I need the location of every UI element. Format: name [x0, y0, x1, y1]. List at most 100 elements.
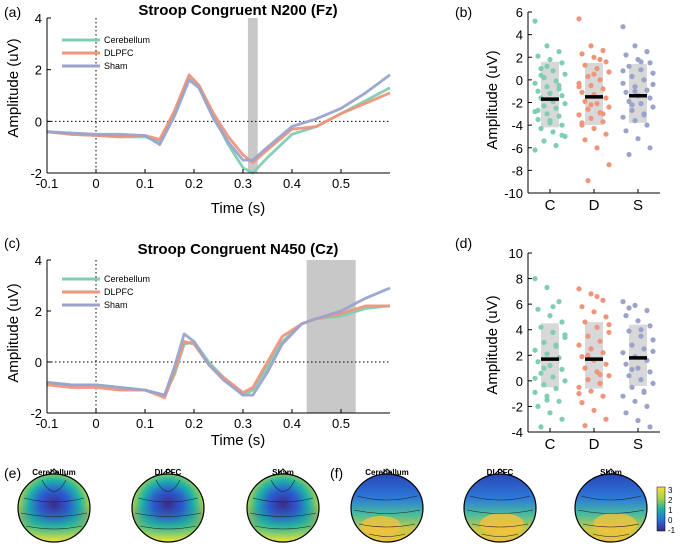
panel-e-topomaps-n200: (e) Cerebellum DLPFC Sham: [4, 465, 320, 543]
data-point-c: [541, 339, 547, 346]
data-point-s: [629, 342, 635, 348]
iqr-box-c: [541, 323, 559, 388]
data-point-s: [629, 73, 635, 80]
data-point-c: [532, 375, 538, 381]
category-label-d: D: [589, 436, 600, 453]
data-point-d: [594, 324, 600, 330]
data-point-s: [644, 403, 650, 409]
data-point-s: [623, 89, 629, 95]
data-point-c: [544, 43, 550, 49]
data-point-d: [582, 365, 588, 371]
data-point-c: [538, 324, 544, 330]
category-label-s: S: [633, 436, 643, 453]
data-point-s: [650, 81, 656, 87]
data-point-d: [576, 84, 582, 90]
y-tick-label: 8: [516, 272, 523, 287]
data-point-c: [550, 374, 556, 380]
data-point-d: [606, 104, 612, 110]
data-point-d: [603, 416, 609, 422]
data-point-d: [600, 111, 606, 117]
data-point-s: [644, 49, 650, 55]
data-point-c: [544, 111, 550, 117]
data-point-c: [562, 101, 568, 107]
data-point-c: [559, 122, 565, 128]
data-point-c: [550, 129, 556, 135]
x-axis-label-c: Time (s): [211, 432, 265, 449]
y-axis-label-d: Amplitude (uV): [484, 295, 501, 394]
panel-f-topomaps-n450: (f) Cerebellum DLPFC Sham 3: [330, 465, 676, 543]
topomap-label: DLPFC: [155, 468, 182, 477]
data-point-c: [535, 306, 541, 312]
data-point-s: [629, 102, 635, 108]
data-point-s: [629, 384, 635, 390]
data-point-d: [594, 293, 600, 300]
iqr-box-s: [629, 324, 647, 386]
data-point-s: [638, 101, 644, 107]
x-tick-label: 0: [92, 416, 99, 431]
data-point-d: [594, 145, 600, 151]
data-point-d: [591, 71, 597, 77]
y-tick-label: 4: [35, 253, 42, 268]
panel-b-n200-scatter: (b) -10 -8 -6 -4 -2 0 2 4 6 C D S Amplitude (uV): [455, 4, 660, 214]
data-point-s: [635, 365, 641, 371]
data-point-c: [559, 60, 565, 66]
data-point-d: [597, 56, 603, 63]
colorbar-tick: 2: [668, 496, 673, 505]
series-line-sham: [46, 73, 391, 162]
data-point-s: [650, 104, 656, 110]
data-point-c: [541, 382, 547, 388]
topomap-f-cerebellum: Cerebellum: [350, 468, 424, 543]
topomap-label: Cerebellum: [32, 468, 76, 477]
data-point-d: [585, 106, 591, 112]
y-tick-label: -6: [511, 141, 523, 156]
data-point-c: [547, 118, 553, 124]
data-point-c: [547, 410, 553, 416]
data-point-c: [544, 397, 550, 403]
data-point-d: [582, 98, 588, 104]
data-point-d: [591, 407, 597, 413]
data-point-s: [626, 305, 632, 311]
data-point-d: [582, 423, 588, 429]
panel-label-c: (c): [4, 235, 20, 251]
category-label-c: C: [545, 197, 556, 214]
data-point-d: [591, 309, 597, 315]
data-point-s: [644, 87, 650, 93]
y-tick-label: -2: [30, 406, 42, 421]
y-tick-label: -4: [511, 118, 523, 133]
data-point-d: [579, 120, 585, 126]
data-point-s: [623, 410, 629, 416]
data-point-d: [585, 352, 591, 358]
data-point-d: [606, 69, 612, 75]
y-tick-label: 2: [35, 63, 42, 78]
topomap-label: Cerebellum: [365, 468, 409, 477]
data-point-d: [579, 89, 585, 95]
legend-label-dlpfc: DLPFC: [104, 48, 134, 58]
data-point-s: [626, 63, 632, 69]
series-line-dlpfc: [46, 73, 391, 165]
y-axis-label-a: Amplitude (uV): [5, 38, 22, 137]
data-point-s: [632, 43, 638, 49]
data-point-d: [606, 162, 612, 168]
panel-label-e: (e): [4, 465, 21, 481]
y-tick-label: -2: [511, 399, 523, 414]
data-point-c: [535, 53, 541, 59]
data-point-d: [606, 329, 612, 335]
legend-a: Cerebellum DLPFC Sham: [62, 35, 150, 71]
y-tick-label: 4: [516, 323, 523, 338]
data-point-s: [641, 346, 647, 352]
data-point-c: [532, 389, 538, 395]
topomap-e-dlpfc: DLPFC: [131, 468, 205, 543]
data-point-c: [550, 68, 556, 74]
legend-label-dlpfc: DLPFC: [104, 287, 134, 297]
data-point-s: [632, 88, 638, 94]
data-point-d: [594, 66, 600, 72]
data-point-s: [641, 112, 647, 118]
data-point-s: [629, 366, 635, 372]
y-tick-label: 4: [516, 28, 523, 43]
data-point-d: [588, 346, 594, 352]
data-point-s: [635, 417, 641, 424]
data-point-c: [532, 147, 538, 153]
data-point-s: [638, 333, 644, 339]
data-point-d: [576, 391, 582, 397]
data-point-c: [544, 284, 550, 291]
